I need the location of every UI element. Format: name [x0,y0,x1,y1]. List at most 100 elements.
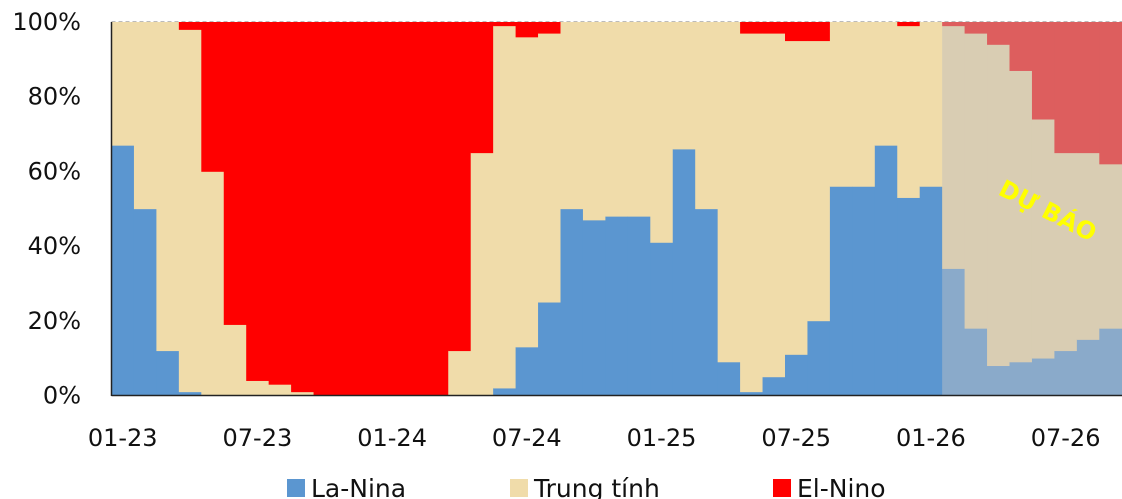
bar-el-nino-6 [246,22,270,381]
bar-el-nino-9 [313,22,337,396]
bar-la-nina-36 [919,186,943,396]
bar-trung-tinh-37 [942,25,966,269]
x-tick-label: 01-26 [896,424,966,452]
bar-la-nina-17 [493,388,517,396]
bar-trung-tinh-16 [470,152,494,396]
y-tick-label: 20% [28,307,81,335]
bar-la-nina-31 [807,320,831,396]
bar-el-nino-35 [897,22,921,27]
legend: La-Nina Trung tính El-Nino [287,474,886,499]
y-tick-label: 0% [43,382,81,410]
bar-el-nino-44 [1099,22,1122,165]
bar-la-nina-3 [178,391,202,396]
bar-el-nino-14 [425,22,449,396]
bar-el-nino-40 [1009,22,1033,71]
bar-el-nino-39 [987,22,1011,45]
bar-la-nina-35 [897,197,921,396]
bar-la-nina-19 [538,302,562,396]
bar-trung-tinh-17 [493,25,517,389]
bar-el-nino-11 [358,22,382,396]
bar-el-nino-12 [380,22,404,396]
bar-el-nino-16 [470,22,494,154]
bar-el-nino-18 [515,22,539,38]
bar-el-nino-30 [785,22,809,42]
bar-el-nino-8 [291,22,315,393]
bar-la-nina-0 [111,145,135,396]
bar-el-nino-37 [942,22,966,27]
y-tick-label: 40% [28,232,81,260]
bar-el-nino-31 [807,22,831,42]
bar-el-nino-4 [201,22,225,172]
bar-trung-tinh-33 [852,22,876,187]
bar-trung-tinh-34 [874,22,898,146]
bar-la-nina-28 [740,391,764,396]
bar-el-nino-41 [1031,22,1055,120]
bar-el-nino-28 [740,22,764,34]
bar-trung-tinh-20 [560,22,584,210]
bar-trung-tinh-1 [133,22,157,210]
x-tick-label: 07-24 [492,424,562,452]
bar-trung-tinh-44 [1099,163,1122,329]
bar-trung-tinh-6 [246,380,270,396]
x-tick-label: 07-26 [1031,424,1101,452]
bar-la-nina-22 [605,216,629,396]
bar-la-nina-44 [1099,328,1122,396]
bar-la-nina-18 [515,346,539,396]
bar-la-nina-30 [785,354,809,396]
bar-trung-tinh-39 [987,44,1011,367]
x-tick-label: 01-25 [627,424,697,452]
legend-label-la-nina: La-Nina [311,474,406,499]
legend-swatch-la-nina [287,479,305,497]
bar-el-nino-43 [1076,22,1100,154]
bar-trung-tinh-22 [605,22,629,217]
bar-la-nina-33 [852,186,876,396]
bar-la-nina-27 [717,361,741,396]
x-ticks-layer: 01-23 07-23 01-24 07-24 01-25 07-25 01-26 07-26 [88,424,1101,452]
bar-trung-tinh-38 [964,33,988,329]
bar-trung-tinh-24 [650,22,674,243]
bar-trung-tinh-27 [717,22,741,363]
bar-trung-tinh-5 [223,324,247,396]
bar-el-nino-3 [178,22,202,30]
bar-el-nino-13 [403,22,427,396]
bar-la-nina-26 [695,208,719,396]
bar-la-nina-24 [650,242,674,396]
bar-trung-tinh-21 [582,22,606,221]
bar-el-nino-10 [336,22,360,396]
bar-trung-tinh-29 [762,33,786,378]
bar-el-nino-5 [223,22,247,325]
bar-la-nina-1 [133,208,157,396]
bar-trung-tinh-7 [268,384,292,396]
bar-trung-tinh-31 [807,40,831,322]
bar-trung-tinh-25 [672,22,696,150]
y-tick-label: 60% [28,157,81,185]
bar-trung-tinh-41 [1031,119,1055,359]
axes-layer [110,21,1122,397]
legend-swatch-el-nino [773,479,791,497]
y-tick-label: 100% [12,8,81,36]
bar-la-nina-39 [987,365,1011,396]
bars-layer [111,22,1122,396]
bar-la-nina-40 [1009,361,1033,396]
bar-la-nina-20 [560,208,584,396]
bar-trung-tinh-8 [291,391,315,396]
bar-la-nina-42 [1054,350,1078,396]
bar-la-nina-21 [582,219,606,396]
bar-trung-tinh-23 [627,22,651,217]
bar-trung-tinh-15 [448,350,472,396]
bar-la-nina-43 [1076,339,1100,396]
bar-trung-tinh-28 [740,33,764,393]
bar-la-nina-25 [672,148,696,396]
bar-trung-tinh-4 [201,171,225,396]
bar-trung-tinh-0 [111,22,135,146]
legend-swatch-trung-tinh [510,479,528,497]
x-tick-label: 07-23 [223,424,293,452]
x-tick-label: 01-24 [357,424,427,452]
bar-trung-tinh-42 [1054,152,1078,352]
bar-el-nino-38 [964,22,988,34]
bar-trung-tinh-32 [829,22,853,187]
bar-trung-tinh-35 [897,25,921,198]
bar-la-nina-32 [829,186,853,396]
bar-el-nino-17 [493,22,517,27]
